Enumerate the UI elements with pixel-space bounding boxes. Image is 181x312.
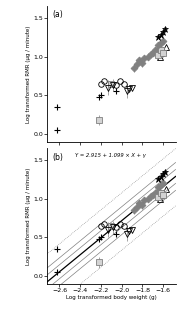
Text: (b): (b) xyxy=(52,153,63,162)
Y-axis label: Log transformed RMR (μg / minute): Log transformed RMR (μg / minute) xyxy=(26,168,31,265)
Text: Y = 2.915 + 1.099 × X + γ: Y = 2.915 + 1.099 × X + γ xyxy=(75,153,146,158)
X-axis label: Log transformed body weight (g): Log transformed body weight (g) xyxy=(66,295,157,300)
Y-axis label: Log transformed RMR (μg / minute): Log transformed RMR (μg / minute) xyxy=(26,25,31,123)
Text: (a): (a) xyxy=(52,10,63,19)
